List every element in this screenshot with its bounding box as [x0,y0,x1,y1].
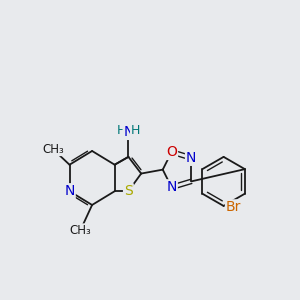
Text: N: N [186,151,196,165]
Text: N: N [64,184,75,198]
Text: N: N [123,125,134,139]
Text: CH₃: CH₃ [69,224,91,237]
Text: Br: Br [226,200,241,214]
Text: CH₃: CH₃ [42,142,64,155]
Text: S: S [124,184,133,198]
Text: H: H [130,124,140,137]
Text: H: H [117,124,126,137]
Text: N: N [167,180,177,194]
Text: O: O [166,145,177,159]
